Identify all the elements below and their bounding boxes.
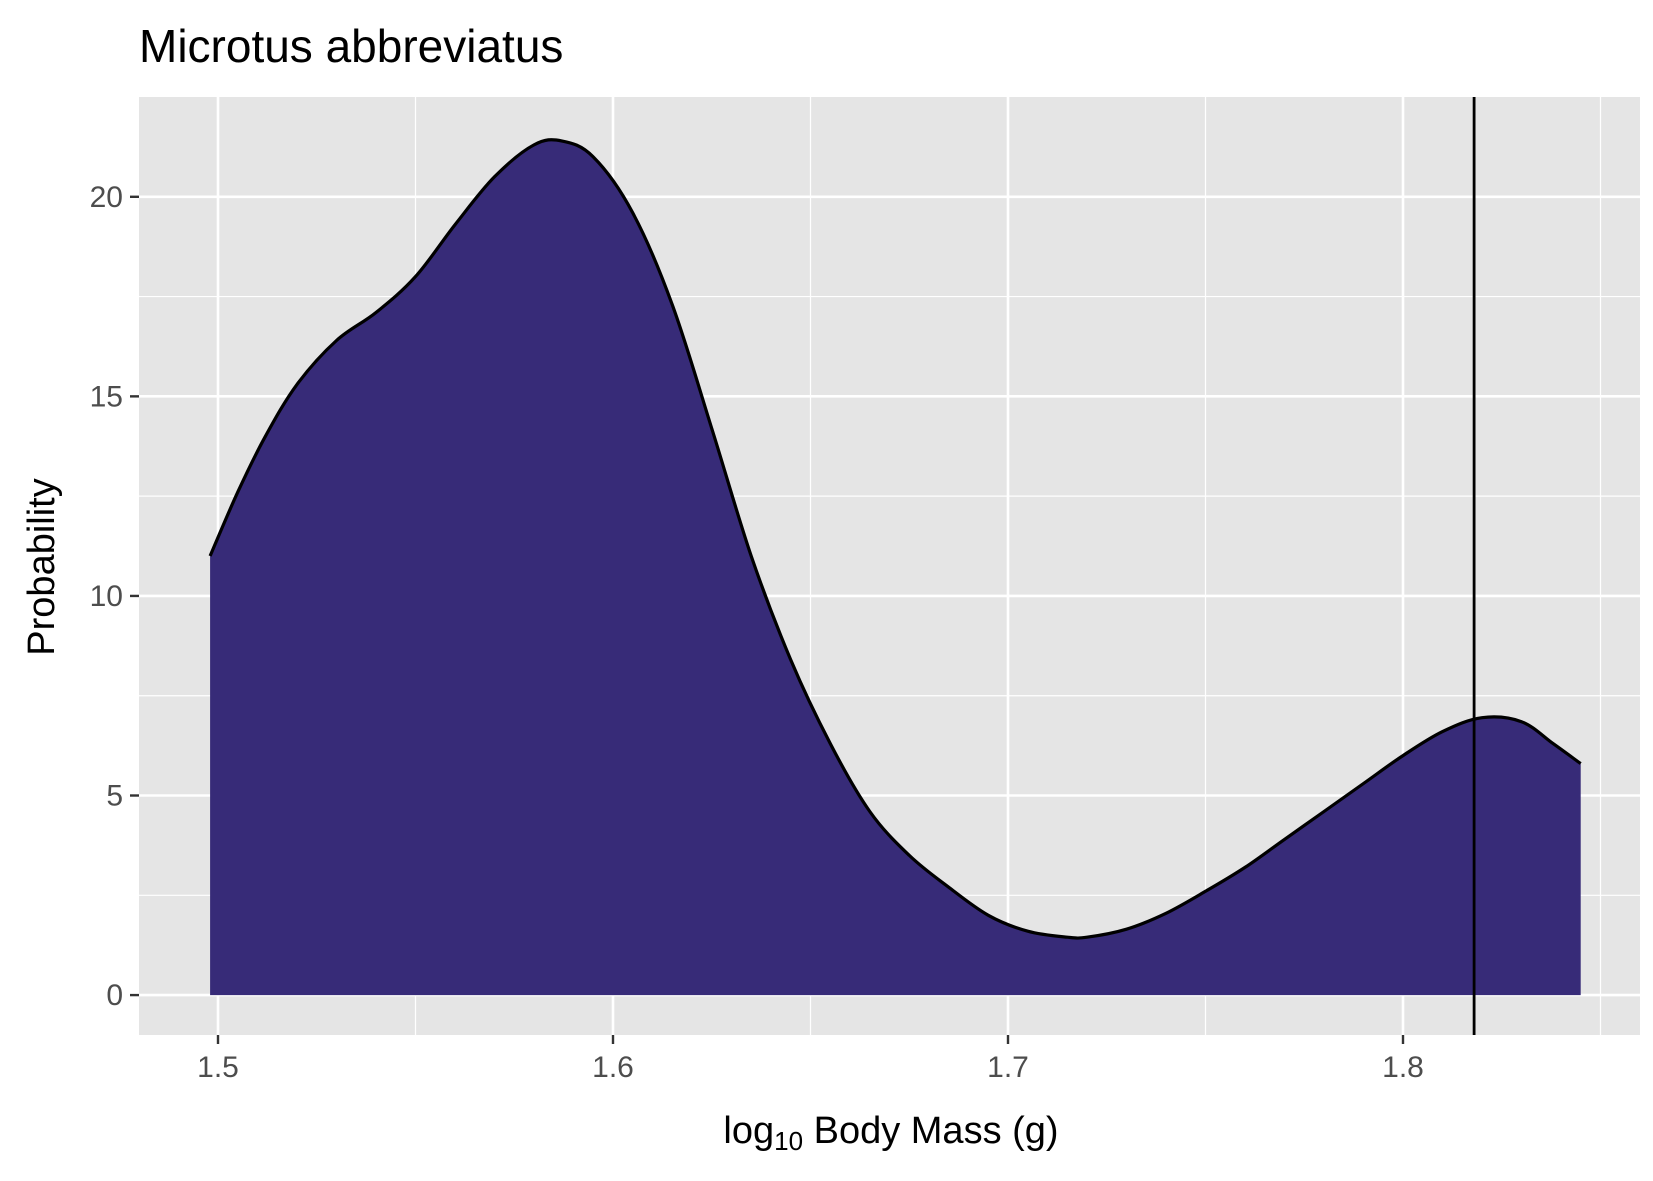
minor-gridlines	[139, 97, 1640, 1035]
density-line	[208, 138, 1582, 940]
y-tick-label: 0	[106, 979, 123, 1012]
x-axis: 1.5 1.6 1.7 1.8	[197, 1035, 1424, 1084]
y-tick-label: 5	[106, 780, 123, 813]
y-axis-title: Probability	[21, 478, 63, 655]
y-tick-label: 15	[90, 380, 123, 413]
x-tick-label: 1.6	[592, 1051, 634, 1084]
x-tick-label: 1.8	[1382, 1051, 1424, 1084]
x-axis-title-prefix: log	[723, 1110, 774, 1152]
y-tick-label: 10	[90, 580, 123, 613]
x-tick-label: 1.7	[987, 1051, 1029, 1084]
x-tick-label: 1.5	[197, 1051, 239, 1084]
x-axis-title-suffix: Body Mass (g)	[803, 1110, 1059, 1152]
density-area	[210, 139, 1581, 996]
density-series	[208, 138, 1582, 996]
y-tick-label: 20	[90, 181, 123, 214]
y-axis: 0 5 10 15 20	[90, 181, 139, 1012]
x-axis-title: log10 Body Mass (g)	[723, 1110, 1058, 1156]
chart-title: Microtus abbreviatus	[139, 20, 563, 72]
x-axis-title-subscript: 10	[774, 1126, 803, 1156]
